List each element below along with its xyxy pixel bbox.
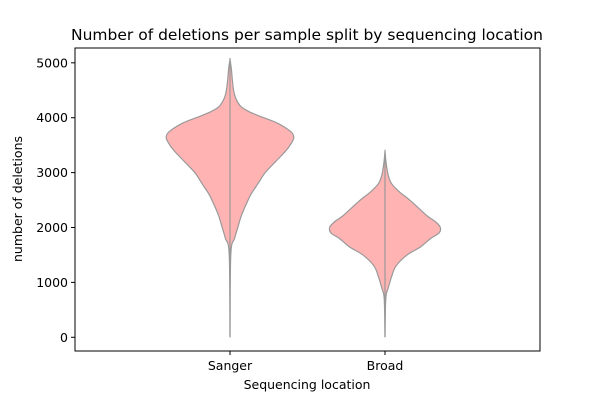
y-tick-label: 3000 bbox=[36, 165, 68, 180]
x-tick-label: Sanger bbox=[208, 358, 253, 373]
y-tick-label: 4000 bbox=[36, 110, 68, 125]
x-axis: Sanger Broad bbox=[208, 351, 403, 373]
plot-frame bbox=[74, 47, 541, 352]
y-tick-label: 1000 bbox=[36, 275, 68, 290]
y-tick-label: 0 bbox=[60, 330, 68, 345]
y-tick-label: 5000 bbox=[36, 55, 68, 70]
chart-title: Number of deletions per sample split by … bbox=[71, 26, 543, 44]
y-tick-label: 2000 bbox=[36, 220, 68, 235]
y-axis-label: number of deletions bbox=[10, 136, 25, 262]
y-axis: 0 1000 2000 3000 4000 5000 bbox=[36, 55, 75, 345]
x-axis-label: Sequencing location bbox=[244, 377, 371, 392]
x-tick-label: Broad bbox=[367, 358, 404, 373]
plot-area bbox=[165, 57, 442, 338]
